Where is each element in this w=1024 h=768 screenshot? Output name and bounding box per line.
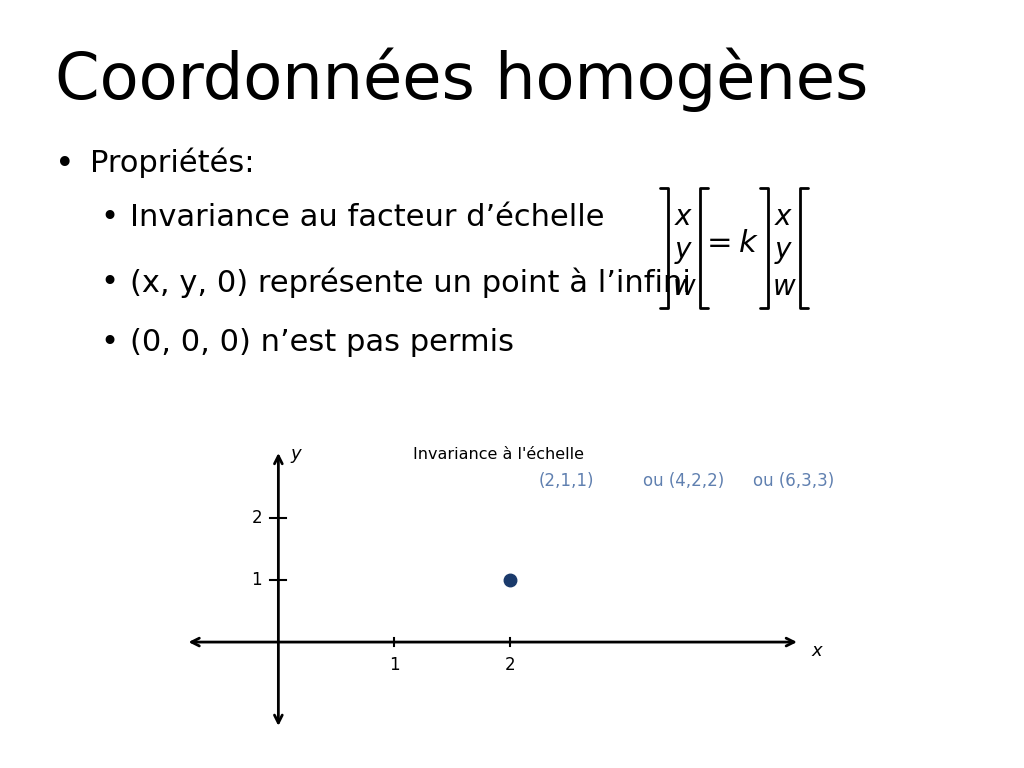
Text: (2,1,1): (2,1,1) — [539, 472, 595, 490]
Text: (0, 0, 0) n’est pas permis: (0, 0, 0) n’est pas permis — [130, 328, 514, 357]
Text: •: • — [100, 203, 118, 232]
Text: •: • — [100, 268, 118, 297]
Text: $= k$: $= k$ — [701, 229, 759, 257]
Text: $y$: $y$ — [290, 447, 303, 465]
Text: Coordonnées homogènes: Coordonnées homogènes — [55, 48, 868, 112]
Text: •: • — [100, 328, 118, 357]
Text: ou (6,3,3): ou (6,3,3) — [754, 472, 835, 490]
Text: $x$: $x$ — [774, 203, 794, 231]
Text: $x$: $x$ — [675, 203, 693, 231]
Text: ou (4,2,2): ou (4,2,2) — [643, 472, 725, 490]
Text: $x$: $x$ — [811, 642, 824, 660]
Text: $w$: $w$ — [672, 273, 696, 301]
Text: 1: 1 — [252, 571, 262, 589]
Text: $y$: $y$ — [774, 238, 794, 266]
Text: Invariance à l'échelle: Invariance à l'échelle — [413, 447, 584, 462]
Text: •: • — [55, 148, 75, 181]
Text: Invariance au facteur d’échelle: Invariance au facteur d’échelle — [130, 203, 604, 232]
Text: $w$: $w$ — [772, 273, 797, 301]
Text: 1: 1 — [389, 656, 399, 674]
Text: (x, y, 0) représente un point à l’infini: (x, y, 0) représente un point à l’infini — [130, 268, 691, 299]
Text: 2: 2 — [505, 656, 515, 674]
Text: 2: 2 — [252, 509, 262, 528]
Text: Propriétés:: Propriétés: — [90, 148, 255, 178]
Text: $y$: $y$ — [674, 238, 693, 266]
